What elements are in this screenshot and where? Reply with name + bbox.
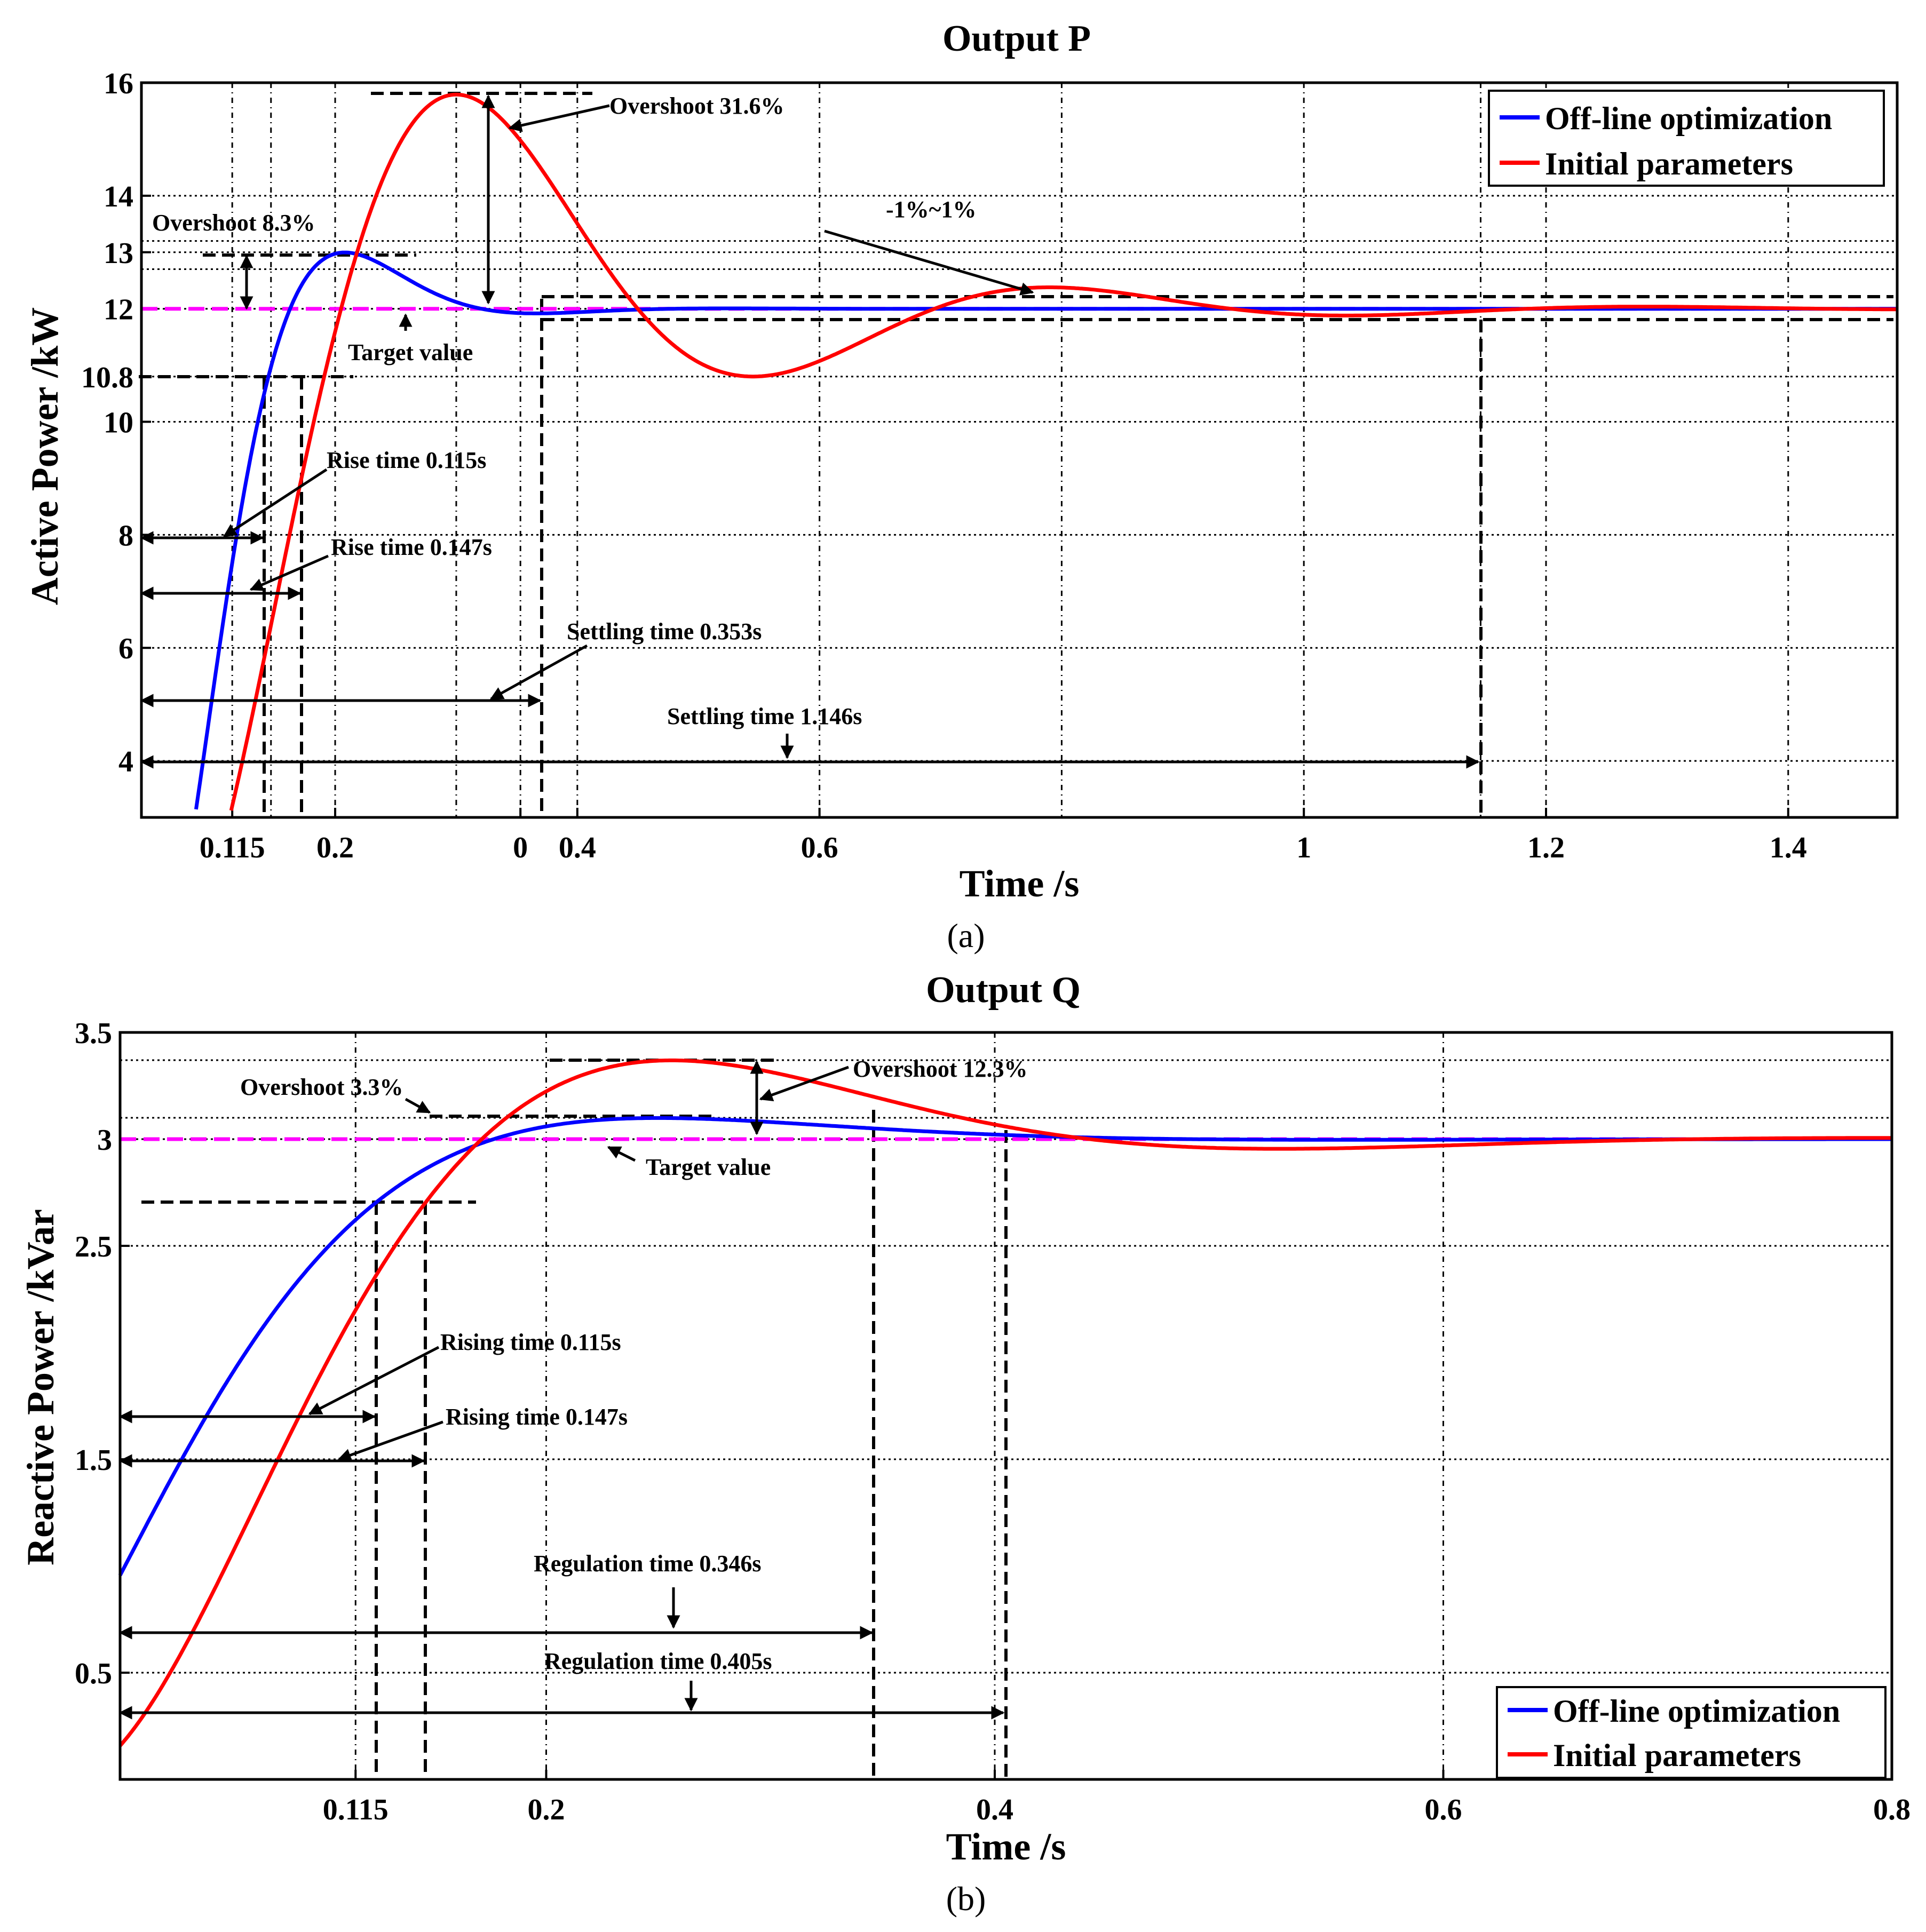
leader-line	[607, 1146, 636, 1162]
y-tick-label: 0.5	[75, 1657, 112, 1690]
x-tick-label: 0.2	[527, 1793, 565, 1826]
panel-b-tick-labels: 0.115 0.2 0.4 0.6 0.8 0.5 1.5 2.5 3 3.5	[75, 1017, 1911, 1826]
panel-b-output-q: Output Q Time /s Reactive Power /kVar (b…	[19, 969, 1911, 1918]
legend-label-offline: Off-line optimization	[1545, 101, 1832, 136]
leader-line	[405, 1098, 431, 1114]
label-rising-0147: Rising time 0.147s	[446, 1404, 628, 1430]
panel-b-subcaption: (b)	[946, 1880, 986, 1918]
y-tick-label: 10	[104, 407, 133, 440]
label-overshoot-8: Overshoot 8.3%	[152, 210, 315, 236]
x-tick-label: 0.115	[323, 1793, 389, 1826]
panel-b-y-axis-label: Reactive Power /kVar	[19, 1209, 62, 1565]
x-tick-label: 0.6	[1424, 1793, 1462, 1826]
leader-line	[508, 104, 610, 132]
label-rise-0115: Rise time 0.115s	[327, 447, 486, 473]
panel-b-annotation-labels: Overshoot 12.3% Overshoot 3.3% Target va…	[240, 1056, 1028, 1674]
leader-line	[489, 644, 588, 701]
y-tick-label: 12	[104, 293, 133, 327]
x-tick-label: 0.115	[200, 831, 265, 864]
leader-line	[824, 229, 1034, 296]
series-line	[194, 250, 1897, 810]
panel-a-tick-labels: 0.115 0.2 0 0.4 0.6 1 1.2 1.4 4 6 8 10 10.8 12 13 14 16	[81, 67, 1807, 864]
panel-a-grid	[141, 82, 1897, 817]
panel-a-title: Output P	[942, 18, 1091, 59]
panel-a-annotation-arrows	[140, 94, 1480, 769]
label-overshoot-31: Overshoot 31.6%	[609, 93, 784, 119]
y-tick-label: 8	[118, 519, 133, 552]
leader-line	[308, 1346, 440, 1416]
panel-b-legend: Off-line optimization Initial parameters	[1496, 1686, 1887, 1779]
panel-b-title: Output Q	[926, 969, 1081, 1011]
label-target: Target value	[348, 339, 473, 365]
leader-line	[337, 1420, 443, 1462]
label-rising-0115: Rising time 0.115s	[440, 1329, 621, 1355]
label-band: -1%~1%	[886, 196, 977, 222]
legend-label-offline: Off-line optimization	[1553, 1694, 1840, 1729]
y-tick-label: 3.5	[75, 1017, 112, 1050]
y-tick-label: 16	[104, 67, 133, 100]
legend-label-initial: Initial parameters	[1545, 146, 1793, 181]
x-tick-label: 0.8	[1873, 1793, 1911, 1826]
y-tick-label: 1.5	[75, 1444, 112, 1477]
x-tick-label: 1.4	[1770, 831, 1807, 864]
x-tick-label: 0.4	[976, 1793, 1013, 1826]
y-tick-label: 6	[118, 632, 133, 665]
leader-line	[759, 1066, 849, 1102]
x-tick-label: 1	[1296, 831, 1311, 864]
label-settling-1146: Settling time 1.146s	[667, 703, 862, 729]
y-tick-label: 14	[104, 180, 133, 213]
x-tick-label: 0	[513, 831, 528, 864]
y-tick-label: 13	[104, 237, 133, 270]
panel-a-axes-frame	[140, 81, 1899, 819]
label-overshoot-3: Overshoot 3.3%	[240, 1074, 403, 1100]
panel-b-x-axis-label: Time /s	[946, 1825, 1066, 1868]
panel-a-x-axis-label: Time /s	[960, 862, 1080, 905]
y-tick-label: 10.8	[81, 361, 133, 394]
x-tick-label: 0.4	[559, 831, 596, 864]
x-tick-label: 0.2	[316, 831, 354, 864]
label-settling-0353: Settling time 0.353s	[567, 618, 762, 645]
panel-a-legend: Off-line optimization Initial parameters	[1488, 90, 1885, 187]
panel-a-subcaption: (a)	[947, 917, 985, 955]
panel-b-curves	[118, 1058, 1892, 1747]
y-tick-label: 3	[97, 1124, 112, 1157]
leader-line	[249, 554, 329, 591]
y-tick-label: 4	[118, 745, 133, 778]
x-tick-label: 1.2	[1527, 831, 1565, 864]
panel-b-annotation-arrows	[118, 1060, 1005, 1720]
legend-label-initial: Initial parameters	[1553, 1738, 1801, 1773]
panel-a-annotation-labels: Overshoot 31.6% Overshoot 8.3% -1%~1% Ta…	[152, 93, 977, 729]
panel-a-y-axis-label: Active Power /kW	[23, 307, 66, 606]
y-tick-label: 2.5	[75, 1230, 112, 1263]
label-overshoot-12: Overshoot 12.3%	[853, 1056, 1028, 1082]
panel-b-axes-frame	[118, 1031, 1893, 1781]
x-tick-label: 0.6	[801, 831, 838, 864]
label-rise-0147: Rise time 0.147s	[331, 534, 492, 560]
leader-line	[223, 468, 328, 538]
series-line	[118, 1058, 1892, 1747]
label-target: Target value	[646, 1154, 771, 1180]
label-regulation-0346: Regulation time 0.346s	[534, 1551, 762, 1577]
panel-a-output-p: Output P Time /s Active Power /kW (a) 0.…	[23, 18, 1899, 955]
label-regulation-0405: Regulation time 0.405s	[544, 1648, 772, 1674]
